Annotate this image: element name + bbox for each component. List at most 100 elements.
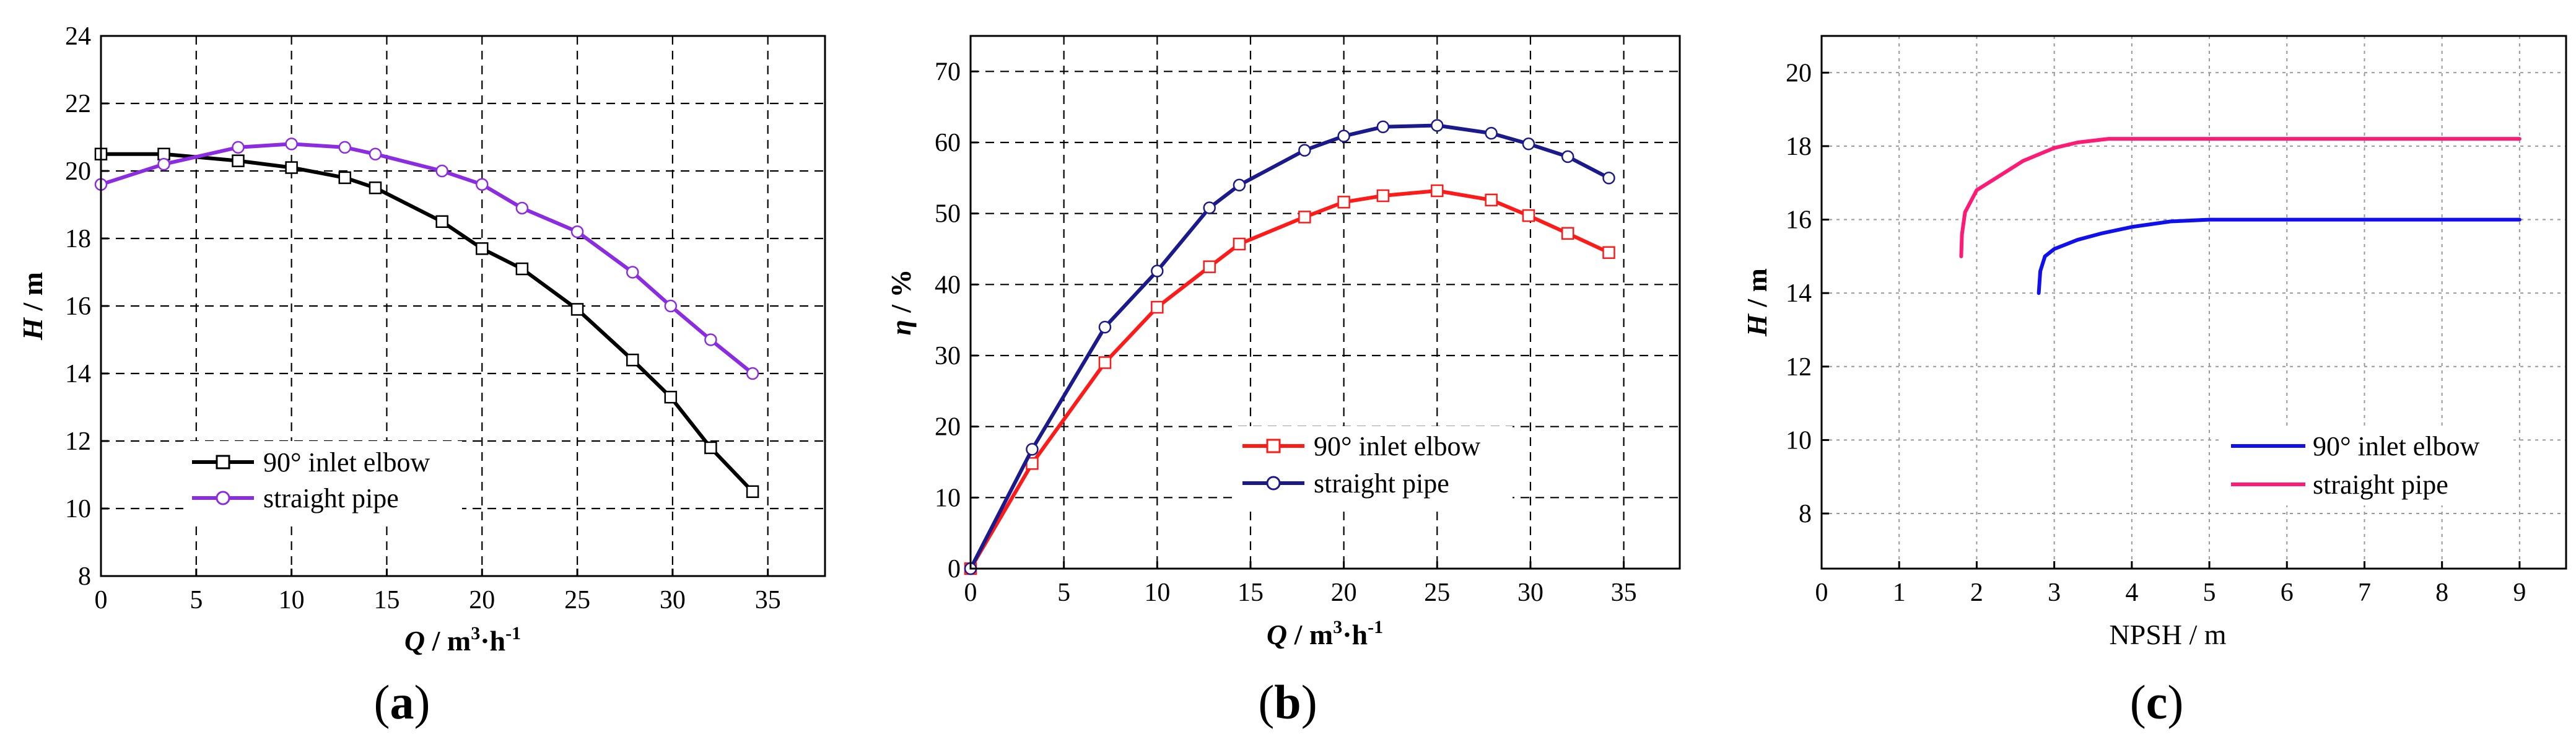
x-axis-label-a: Q / m3·h-1 xyxy=(404,623,521,657)
data-point-b-2 xyxy=(1203,201,1216,214)
x-tick-label-b: 25 xyxy=(1424,579,1450,607)
data-point-a-2 xyxy=(369,147,382,160)
data-point-a-1 xyxy=(476,242,489,255)
data-point-b-2 xyxy=(1337,129,1350,142)
x-tick-label-b: 15 xyxy=(1238,579,1264,607)
y-tick-label-a: 20 xyxy=(65,157,91,186)
data-point-b-1 xyxy=(1561,227,1574,240)
x-tick-label-c: 2 xyxy=(1970,579,1983,607)
chart-panel-a: 0 5 10 15 20 25 30 35 8 10 12 14 16 18 20 22 24 Q / m3·h… xyxy=(17,22,826,729)
y-tick-label-a: 14 xyxy=(65,360,91,388)
x-tick-label-b: 30 xyxy=(1517,579,1543,607)
x-tick-label-b: 10 xyxy=(1144,579,1170,607)
x-tick-label-c: 3 xyxy=(2048,579,2061,607)
data-point-b-1 xyxy=(1522,209,1535,222)
panel-label-b: (b) xyxy=(1258,675,1317,729)
x-tick-label-a: 15 xyxy=(373,586,399,614)
data-point-b-2 xyxy=(1298,144,1311,157)
series-line-a-1 xyxy=(99,152,755,494)
x-tick-label-a: 10 xyxy=(279,586,305,614)
x-tick-label-a: 20 xyxy=(469,586,495,614)
x-tick-label-c: 4 xyxy=(2125,579,2138,607)
x-tick-label-c: 9 xyxy=(2513,579,2526,607)
data-point-a-2 xyxy=(515,201,529,215)
series-layer-c xyxy=(1959,137,2521,295)
y-tick-label-b: 10 xyxy=(935,484,961,512)
data-point-a-2 xyxy=(664,299,678,313)
data-point-b-1 xyxy=(1203,260,1216,273)
y-tick-label-b: 20 xyxy=(935,413,961,442)
data-point-b-1 xyxy=(1485,193,1498,207)
data-point-a-1 xyxy=(664,390,678,404)
data-point-a-1 xyxy=(338,171,352,185)
legend-marker-b-2 xyxy=(1266,476,1281,491)
plot-frame-c xyxy=(1820,35,2567,570)
data-point-a-2 xyxy=(476,178,489,191)
legend-label-a-2: straight pipe xyxy=(263,483,399,513)
y-tick-label-a: 22 xyxy=(65,90,91,118)
y-tick-label-b: 0 xyxy=(948,555,961,583)
y-tick-label-a: 8 xyxy=(78,562,91,591)
data-point-a-2 xyxy=(435,164,448,178)
data-point-b-2 xyxy=(1522,138,1535,151)
x-axis-label-c: NPSH / m xyxy=(2109,619,2226,650)
y-tick-label-c: 8 xyxy=(1799,500,1812,528)
data-point-a-2 xyxy=(704,333,717,346)
data-point-b-2 xyxy=(1431,119,1444,132)
data-point-a-1 xyxy=(435,215,448,228)
data-point-b-1 xyxy=(1602,246,1615,259)
data-point-b-2 xyxy=(1485,126,1498,140)
tick-layer-b: 0 5 10 15 20 25 30 35 0 10 20 30 40 50 60 70 xyxy=(935,58,1637,607)
legend-label-b-2: straight pipe xyxy=(1314,468,1449,499)
data-point-b-1 xyxy=(1151,300,1164,314)
x-tick-label-c: 1 xyxy=(1893,579,1906,607)
legend-marker-a-1 xyxy=(216,455,230,470)
y-tick-label-c: 18 xyxy=(1786,133,1812,161)
x-tick-label-b: 20 xyxy=(1331,579,1357,607)
data-point-a-1 xyxy=(570,303,584,316)
y-tick-label-a: 12 xyxy=(65,427,91,456)
series-line-a-2 xyxy=(99,142,755,375)
chart-panel-b: 0 5 10 15 20 25 30 35 0 10 20 30 40 50 60 70 Q / m3·h-1… xyxy=(885,35,1681,729)
y-tick-label-b: 40 xyxy=(935,271,961,299)
data-point-a-1 xyxy=(626,353,639,367)
data-point-b-1 xyxy=(1298,211,1311,224)
y-tick-label-b: 50 xyxy=(935,200,961,229)
legend-marker-a-2 xyxy=(216,491,230,505)
y-tick-label-b: 60 xyxy=(935,129,961,157)
data-point-a-2 xyxy=(157,157,170,171)
data-point-b-1 xyxy=(1233,237,1246,251)
x-tick-label-c: 8 xyxy=(2435,579,2448,607)
data-point-b-2 xyxy=(1376,120,1390,134)
data-point-a-1 xyxy=(515,262,529,276)
x-tick-label-a: 0 xyxy=(95,586,108,614)
y-tick-label-c: 14 xyxy=(1786,279,1812,308)
data-point-a-1 xyxy=(285,161,298,174)
tick-layer-a: 0 5 10 15 20 25 30 35 8 10 12 14 16 18 20 22 24 xyxy=(65,22,781,614)
data-point-b-2 xyxy=(1561,150,1574,164)
panel-label-a: (a) xyxy=(374,675,430,729)
data-point-a-2 xyxy=(338,141,352,154)
y-tick-label-a: 24 xyxy=(65,22,91,51)
x-tick-label-a: 25 xyxy=(564,586,590,614)
data-point-a-1 xyxy=(704,441,717,455)
series-line-b-1 xyxy=(969,189,1611,570)
data-point-a-2 xyxy=(570,225,584,238)
data-point-b-2 xyxy=(1151,264,1164,277)
legend-c: 90° inlet elbow straight pipe xyxy=(2222,426,2513,505)
x-tick-label-c: 0 xyxy=(1815,579,1828,607)
series-layer-a xyxy=(94,138,759,498)
series-line-c-1 xyxy=(2037,217,2521,295)
x-tick-label-c: 5 xyxy=(2203,579,2216,607)
data-point-b-2 xyxy=(1233,178,1246,192)
y-tick-label-a: 18 xyxy=(65,225,91,253)
legend-label-b-1: 90° inlet elbow xyxy=(1314,431,1481,461)
x-tick-label-b: 5 xyxy=(1057,579,1070,607)
x-tick-label-b: 0 xyxy=(964,579,977,607)
series-line-c-2 xyxy=(1959,137,2521,258)
legend-marker-b-1 xyxy=(1266,439,1281,453)
plot-frame-b xyxy=(969,35,1681,570)
